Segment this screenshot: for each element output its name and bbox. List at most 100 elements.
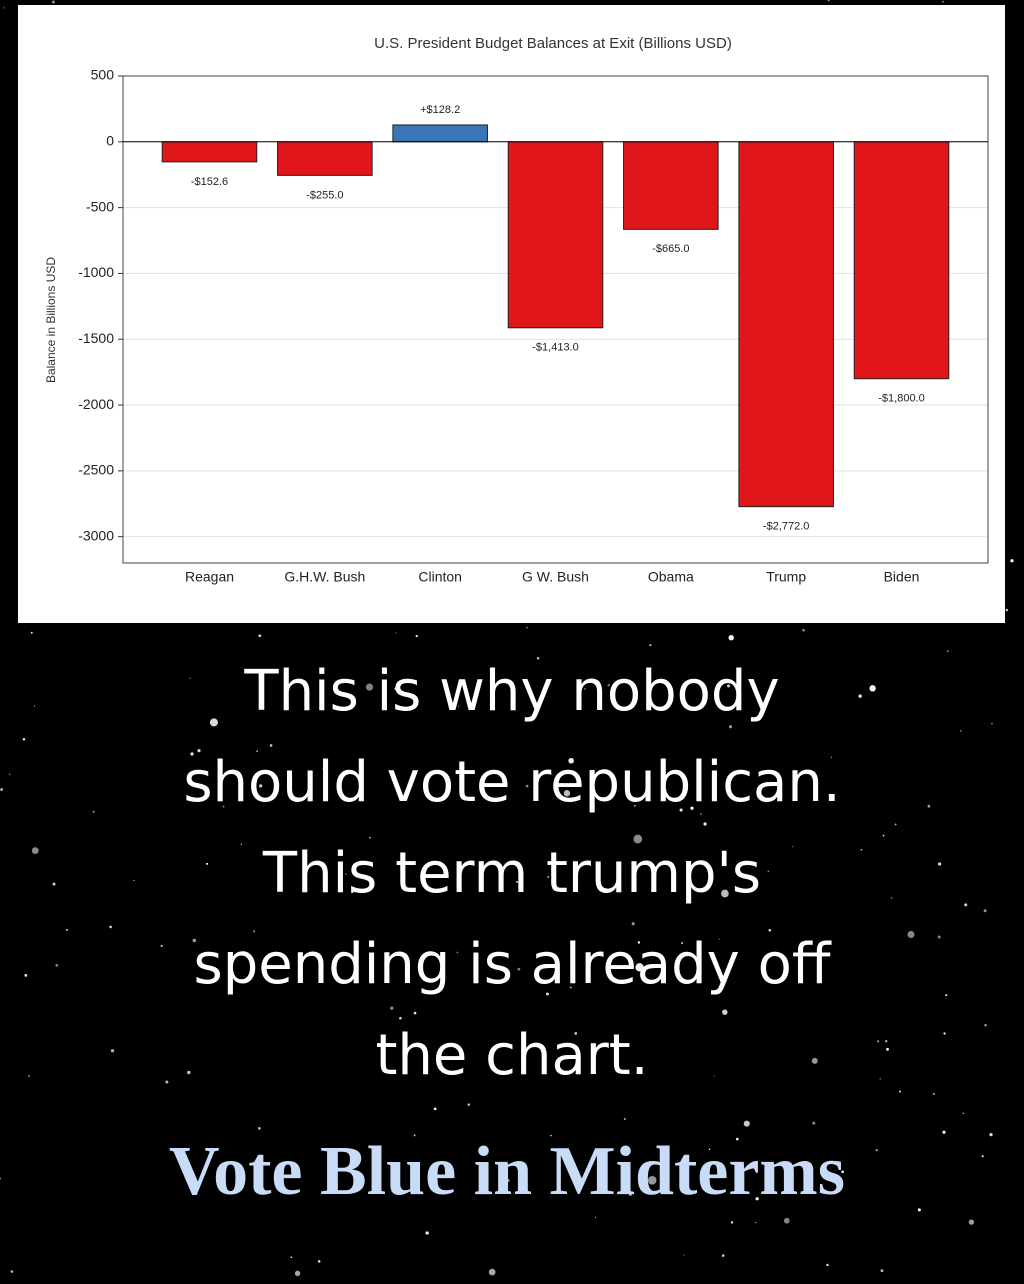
star <box>317 1260 321 1263</box>
star <box>681 942 684 945</box>
star <box>886 1047 889 1051</box>
star <box>516 880 519 883</box>
star <box>92 810 95 813</box>
value-label: -$152.6 <box>191 176 228 188</box>
star <box>28 1075 30 1077</box>
star <box>345 873 347 875</box>
star <box>875 1148 878 1152</box>
star <box>413 1134 416 1137</box>
star <box>869 685 876 692</box>
star <box>258 634 262 638</box>
star <box>322 767 326 770</box>
star <box>488 1268 496 1276</box>
star <box>30 631 33 634</box>
star <box>728 725 733 729</box>
value-label: -$1,800.0 <box>878 393 924 405</box>
y-tick-label: -1000 <box>78 264 114 280</box>
star <box>942 1130 946 1134</box>
star <box>1005 609 1008 612</box>
star <box>964 903 968 907</box>
star <box>767 870 769 873</box>
star <box>945 994 948 997</box>
star <box>735 1137 739 1141</box>
bar <box>738 141 834 508</box>
star <box>649 644 652 647</box>
star <box>728 634 734 641</box>
star <box>827 0 830 2</box>
star <box>369 836 371 839</box>
star <box>517 967 521 971</box>
star <box>792 846 794 848</box>
star <box>768 928 772 932</box>
star <box>984 1024 987 1027</box>
star <box>206 862 209 865</box>
star <box>860 848 863 851</box>
star <box>755 1221 757 1224</box>
star <box>877 1040 880 1043</box>
star <box>635 963 644 972</box>
star <box>647 1176 657 1185</box>
star <box>433 1107 437 1111</box>
star <box>937 862 942 866</box>
star <box>399 1016 402 1020</box>
star <box>623 1117 626 1121</box>
star <box>681 699 685 703</box>
star <box>802 628 805 632</box>
star <box>722 1009 728 1015</box>
star <box>425 1231 429 1235</box>
star <box>942 0 945 3</box>
star <box>628 1192 632 1196</box>
slogan: Vote Blue in Midterms <box>169 1133 845 1210</box>
star <box>457 705 460 707</box>
star <box>110 1049 115 1053</box>
caption-line: This term trump's <box>262 841 761 906</box>
star <box>395 632 397 634</box>
star <box>637 941 641 944</box>
star <box>891 897 893 899</box>
star <box>0 788 4 791</box>
bar <box>277 141 373 176</box>
star <box>55 964 59 967</box>
star <box>830 756 833 758</box>
star <box>983 909 987 913</box>
star <box>563 790 571 797</box>
star <box>281 864 283 866</box>
star <box>443 1162 447 1166</box>
star <box>456 951 459 954</box>
caption-line: should vote republican. <box>183 750 840 815</box>
star <box>525 784 529 788</box>
star <box>190 752 194 756</box>
star <box>927 804 931 808</box>
star <box>811 1057 818 1064</box>
star <box>584 688 586 690</box>
star <box>259 784 263 788</box>
star <box>339 679 342 682</box>
star <box>506 1178 510 1183</box>
star <box>189 677 191 679</box>
star <box>981 1155 984 1158</box>
star <box>569 986 572 989</box>
star <box>31 847 39 855</box>
caption-line: This is why nobody <box>243 659 779 724</box>
star <box>351 891 354 894</box>
y-tick-label: -2000 <box>78 396 114 412</box>
star <box>467 1103 471 1106</box>
star <box>721 889 729 898</box>
y-axis-label: Balance in Billions USD <box>44 257 58 383</box>
star <box>703 822 707 826</box>
value-label: -$2,772.0 <box>763 521 809 533</box>
star <box>937 935 941 939</box>
star <box>933 1093 935 1095</box>
value-label: -$1,413.0 <box>532 342 578 354</box>
chart-title: U.S. President Budget Balances at Exit (… <box>374 35 732 52</box>
star <box>290 1256 293 1259</box>
star <box>743 1120 750 1127</box>
x-tick-label: Trump <box>766 569 806 585</box>
star <box>726 684 731 688</box>
star <box>3 7 5 9</box>
x-tick-label: Biden <box>884 569 920 585</box>
star <box>989 1133 993 1137</box>
star <box>713 1075 715 1077</box>
x-tick-label: Reagan <box>185 569 234 585</box>
